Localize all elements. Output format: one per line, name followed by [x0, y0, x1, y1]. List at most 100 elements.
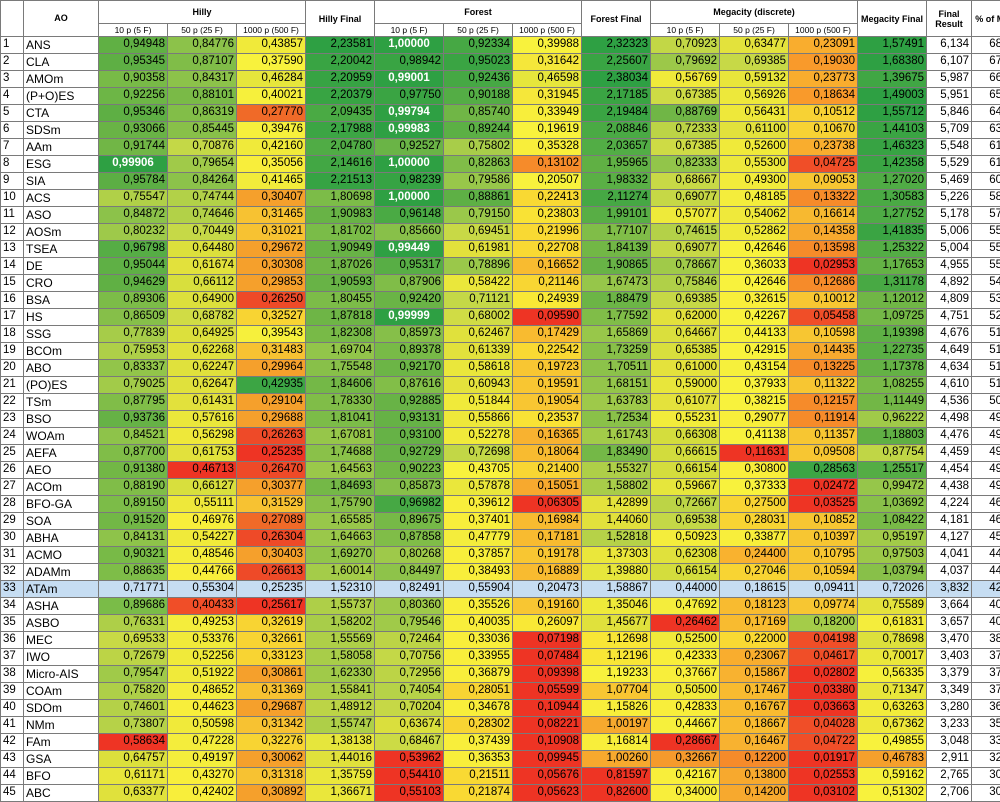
score-cell: 0,29104 — [237, 394, 306, 411]
score-cell: 0,19619 — [513, 122, 582, 139]
score-cell: 0,84497 — [375, 564, 444, 581]
score-cell: 2,706 — [927, 785, 972, 802]
score-cell: 0,17169 — [720, 615, 789, 632]
score-cell: 0,18634 — [789, 88, 858, 105]
score-cell: 1,77592 — [582, 309, 651, 326]
score-cell: 0,09508 — [789, 445, 858, 462]
score-cell: 0,20507 — [513, 173, 582, 190]
score-cell: 0,05458 — [789, 309, 858, 326]
score-cell: 1,42358 — [858, 156, 927, 173]
row-index: 21 — [1, 377, 24, 394]
score-cell: 0,16467 — [720, 734, 789, 751]
score-cell: 5,709 — [927, 122, 972, 139]
score-cell: 0,50598 — [168, 717, 237, 734]
score-cell: 0,80360 — [375, 598, 444, 615]
score-cell: 0,05599 — [513, 683, 582, 700]
score-cell: 37,21 — [972, 683, 1000, 700]
score-cell: 5,006 — [927, 224, 972, 241]
score-cell: 1,07704 — [582, 683, 651, 700]
score-cell: 52,79 — [972, 309, 1000, 326]
score-cell: 0,10594 — [789, 564, 858, 581]
score-cell: 0,90188 — [444, 88, 513, 105]
row-index: 9 — [1, 173, 24, 190]
score-cell: 3,280 — [927, 700, 972, 717]
score-cell: 1,55737 — [306, 598, 375, 615]
header-hilly-10p: 10 p (5 F) — [99, 24, 168, 37]
score-cell: 0,85873 — [375, 479, 444, 496]
score-cell: 0,26462 — [651, 615, 720, 632]
score-cell: 0,90358 — [99, 71, 168, 88]
score-cell: 0,50500 — [651, 683, 720, 700]
score-cell: 0,29077 — [720, 411, 789, 428]
score-cell: 1,48912 — [306, 700, 375, 717]
score-cell: 0,09774 — [789, 598, 858, 615]
score-cell: 0,50923 — [651, 530, 720, 547]
header-megacity-1000p: 1000 p (500 F) — [789, 24, 858, 37]
header-megacity-10p: 10 p (5 F) — [651, 24, 720, 37]
score-cell: 0,53962 — [375, 751, 444, 768]
score-cell: 0,18064 — [513, 445, 582, 462]
row-index: 3 — [1, 71, 24, 88]
score-cell: 1,78330 — [306, 394, 375, 411]
score-cell: 1,45677 — [582, 615, 651, 632]
score-cell: 0,79546 — [375, 615, 444, 632]
score-cell: 1,90949 — [306, 241, 375, 258]
score-cell: 0,62467 — [444, 326, 513, 343]
score-cell: 0,47692 — [651, 598, 720, 615]
row-index: 29 — [1, 513, 24, 530]
score-cell: 0,42333 — [651, 649, 720, 666]
score-cell: 4,454 — [927, 462, 972, 479]
score-cell: 0,94629 — [99, 275, 168, 292]
algorithm-name: FAm — [24, 734, 99, 751]
score-cell: 0,55304 — [168, 581, 237, 598]
score-cell: 49,55 — [972, 445, 1000, 462]
row-index: 24 — [1, 428, 24, 445]
score-cell: 0,61100 — [720, 122, 789, 139]
score-cell: 0,10944 — [513, 700, 582, 717]
score-cell: 0,75547 — [99, 190, 168, 207]
score-cell: 0,41465 — [237, 173, 306, 190]
score-cell: 0,27500 — [720, 496, 789, 513]
score-cell: 0,93066 — [99, 122, 168, 139]
score-cell: 37,81 — [972, 649, 1000, 666]
score-cell: 0,95317 — [375, 258, 444, 275]
score-cell: 0,39612 — [444, 496, 513, 513]
score-cell: 0,70017 — [858, 649, 927, 666]
score-cell: 0,80268 — [375, 547, 444, 564]
algorithm-name: NMm — [24, 717, 99, 734]
algorithm-name: DE — [24, 258, 99, 275]
score-cell: 0,69385 — [651, 292, 720, 309]
score-cell: 0,11322 — [789, 377, 858, 394]
score-cell: 65,17 — [972, 88, 1000, 105]
score-cell: 0,03102 — [789, 785, 858, 802]
score-cell: 1,17378 — [858, 360, 927, 377]
score-cell: 1,90593 — [306, 275, 375, 292]
score-cell: 0,72667 — [651, 496, 720, 513]
score-cell: 0,11357 — [789, 428, 858, 445]
score-cell: 0,19030 — [789, 54, 858, 71]
score-cell: 1,80455 — [306, 292, 375, 309]
algorithm-name: ACOm — [24, 479, 99, 496]
header-forest-final: Forest Final — [582, 1, 651, 37]
score-cell: 2,11274 — [582, 190, 651, 207]
score-cell: 0,79150 — [444, 207, 513, 224]
score-cell: 1,58867 — [582, 581, 651, 598]
score-cell: 1,80698 — [306, 190, 375, 207]
score-cell: 1,74688 — [306, 445, 375, 462]
score-cell: 1,70511 — [582, 360, 651, 377]
score-cell: 0,24939 — [513, 292, 582, 309]
score-cell: 0,57077 — [651, 207, 720, 224]
score-cell: 2,17185 — [582, 88, 651, 105]
score-cell: 1,44060 — [582, 513, 651, 530]
score-cell: 0,99983 — [375, 122, 444, 139]
score-cell: 1,19233 — [582, 666, 651, 683]
algorithm-name: ACS — [24, 190, 99, 207]
score-cell: 0,53376 — [168, 632, 237, 649]
